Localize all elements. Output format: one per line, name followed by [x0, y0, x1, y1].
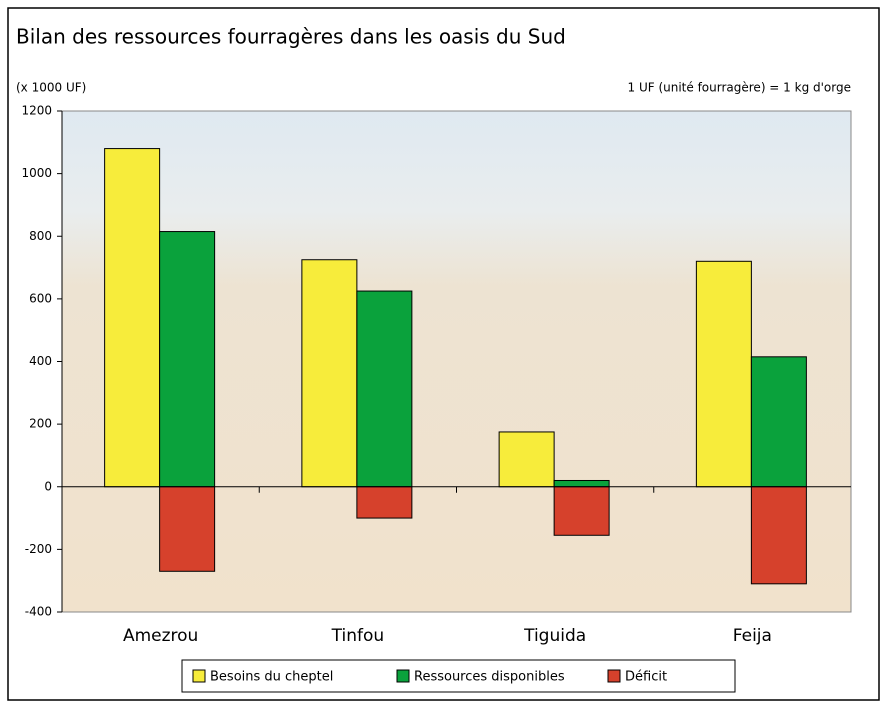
chart: Bilan des ressources fourragères dans le…: [0, 0, 887, 709]
legend-swatch: [397, 670, 409, 682]
bar: [302, 260, 357, 487]
x-tick-label: Tinfou: [331, 626, 385, 646]
y-tick-label: -200: [25, 542, 52, 556]
y-tick-label: 600: [29, 291, 52, 305]
legend-label: Besoins du cheptel: [210, 670, 333, 685]
y-tick-label: 0: [44, 479, 52, 493]
legend-label: Ressources disponibles: [414, 670, 565, 685]
y-tick-label: 800: [29, 229, 52, 243]
chart-title: Bilan des ressources fourragères dans le…: [16, 25, 566, 49]
y-tick-label: 400: [29, 354, 52, 368]
x-tick-label: Amezrou: [123, 626, 198, 646]
x-tick-label: Tiguida: [523, 626, 586, 646]
bar: [105, 149, 160, 487]
y-tick-label: 200: [29, 417, 52, 431]
bar: [751, 487, 806, 584]
note: 1 UF (unité fourragère) = 1 kg d'orge: [628, 81, 852, 95]
legend-swatch: [193, 670, 205, 682]
bar: [696, 261, 751, 486]
legend-label: Déficit: [625, 670, 667, 685]
bar: [357, 291, 412, 487]
legend-swatch: [608, 670, 620, 682]
bar: [160, 232, 215, 487]
y-tick-label: 1000: [21, 166, 52, 180]
bar: [751, 357, 806, 487]
bar: [160, 487, 215, 572]
y-tick-label: 1200: [21, 104, 52, 118]
bar: [554, 480, 609, 486]
y-tick-label: -400: [25, 605, 52, 619]
y-unit: (x 1000 UF): [16, 81, 86, 95]
bar: [499, 432, 554, 487]
bar: [357, 487, 412, 518]
x-tick-label: Feija: [733, 626, 772, 646]
bar: [554, 487, 609, 536]
